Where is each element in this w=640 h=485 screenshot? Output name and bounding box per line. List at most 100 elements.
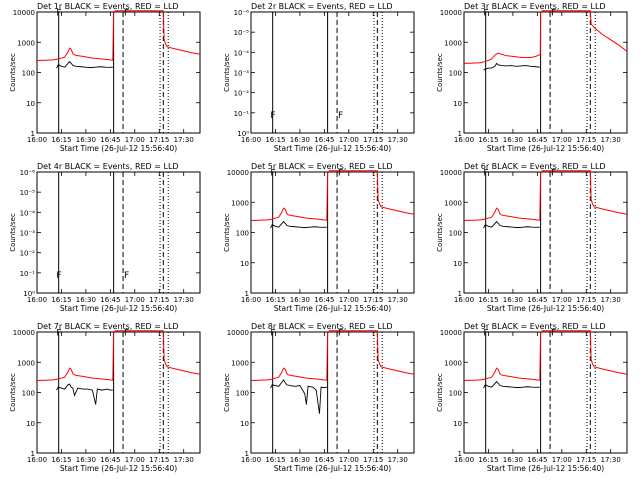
- y-tick-label: 10⁻³: [20, 230, 36, 238]
- marker-glyph: F: [551, 329, 556, 339]
- y-tick-label: 1000: [444, 359, 462, 367]
- plot-panel-1: Det 1r BLACK = Events, RED = LLD 1 10 100 10…: [9, 2, 201, 153]
- x-tick-label: 16:00: [27, 456, 47, 464]
- x-tick-label: 16:30: [503, 456, 523, 464]
- lld-series-line: [463, 330, 628, 381]
- plot-panel-3: Det 3r BLACK = Events, RED = LLD 1 10 100 10…: [436, 2, 628, 153]
- plot-frame: [463, 11, 628, 134]
- plot-title: Det 7r BLACK = Events, RED = LLD: [37, 322, 179, 331]
- x-tick-label: 16:45: [100, 456, 120, 464]
- x-axis-label: Start Time (26-Jul-12 15:56:40): [274, 304, 391, 313]
- plot-panel-2: Det 2r BLACK = Events, RED = LLD 10⁰ 10⁻¹ 1…: [223, 2, 415, 153]
- x-tick-label: 16:45: [100, 296, 120, 304]
- plot-frame: [36, 331, 201, 454]
- marker-glyph: F: [483, 9, 488, 19]
- y-axis-label: Counts/sec: [436, 213, 444, 252]
- x-tick-label: 17:30: [601, 296, 621, 304]
- lld-series-line: [36, 330, 201, 381]
- x-tick-label: 16:15: [478, 136, 498, 144]
- x-tick-label: 16:30: [290, 456, 310, 464]
- y-tick-label: 1000: [231, 359, 249, 367]
- y-tick-label: 10000: [440, 9, 462, 17]
- x-tick-label: 17:30: [601, 136, 621, 144]
- marker-glyph: F: [551, 9, 556, 19]
- x-tick-label: 17:30: [388, 456, 408, 464]
- x-tick-label: 16:45: [527, 296, 547, 304]
- marker-glyph: F: [483, 169, 488, 179]
- x-axis-label: Start Time (26-Jul-12 15:56:40): [487, 464, 604, 473]
- x-tick-label: 16:45: [527, 136, 547, 144]
- y-tick-label: 1: [245, 450, 249, 458]
- y-tick-label: 10000: [440, 169, 462, 177]
- y-tick-label: 10⁻⁶: [20, 169, 36, 177]
- y-tick-label: 10⁻⁵: [234, 29, 250, 37]
- y-tick-label: 1: [458, 290, 462, 298]
- x-tick-label: 16:30: [503, 136, 523, 144]
- x-tick-label: 16:30: [290, 296, 310, 304]
- plot-frame: [250, 171, 415, 294]
- x-axis-label: Start Time (26-Jul-12 15:56:40): [487, 304, 604, 313]
- y-tick-label: 1000: [17, 359, 35, 367]
- y-tick-label: 10000: [227, 329, 249, 337]
- plot-title: Det 3r BLACK = Events, RED = LLD: [464, 2, 606, 11]
- lld-series-line: [463, 170, 628, 221]
- y-axis-label: Counts/sec: [9, 213, 17, 252]
- y-tick-label: 1: [458, 130, 462, 138]
- marker-glyph: F: [551, 169, 556, 179]
- x-tick-label: 16:15: [51, 136, 71, 144]
- y-tick-label: 100: [22, 70, 35, 78]
- y-tick-label: 10⁻³: [234, 70, 250, 78]
- events-series-line: [270, 220, 327, 229]
- x-tick-label: 16:45: [314, 456, 334, 464]
- lld-series-line: [250, 170, 415, 221]
- x-tick-label: 17:15: [576, 456, 596, 464]
- x-tick-label: 17:00: [125, 136, 145, 144]
- y-axis-label: Counts/sec: [9, 53, 17, 92]
- x-tick-label: 17:15: [576, 136, 596, 144]
- y-tick-label: 1000: [444, 39, 462, 47]
- events-series-line: [483, 62, 540, 71]
- y-tick-label: 1: [245, 290, 249, 298]
- plot-frame: [463, 331, 628, 454]
- x-axis-label: Start Time (26-Jul-12 15:56:40): [487, 144, 604, 153]
- x-tick-label: 16:15: [51, 456, 71, 464]
- x-tick-label: 17:30: [174, 456, 194, 464]
- y-tick-label: 10⁻²: [234, 90, 250, 98]
- y-axis-label: Counts/sec: [223, 53, 231, 92]
- plot-panel-9: Det 9r BLACK = Events, RED = LLD 1 10 100 10…: [436, 322, 628, 473]
- y-tick-label: 10⁻⁶: [234, 9, 250, 17]
- x-tick-label: 17:15: [363, 296, 383, 304]
- y-tick-label: 10: [453, 260, 462, 268]
- marker-glyph: F: [56, 9, 61, 19]
- marker-glyph: F: [338, 169, 343, 179]
- x-tick-label: 17:00: [125, 296, 145, 304]
- y-tick-label: 1000: [231, 199, 249, 207]
- x-tick-label: 17:15: [576, 296, 596, 304]
- y-tick-label: 100: [236, 230, 249, 238]
- y-tick-label: 10⁻¹: [234, 110, 250, 118]
- y-tick-label: 100: [22, 390, 35, 398]
- marker-glyph: F: [56, 329, 61, 339]
- plot-title: Det 1r BLACK = Events, RED = LLD: [37, 2, 179, 11]
- lld-series-line: [250, 330, 415, 381]
- plot-panel-6: Det 6r BLACK = Events, RED = LLD 1 10 100 10…: [436, 162, 628, 313]
- x-tick-label: 16:00: [454, 136, 474, 144]
- y-tick-label: 10⁻⁴: [20, 209, 36, 217]
- marker-glyph: F: [270, 329, 275, 339]
- plot-frame: [463, 171, 628, 294]
- marker-glyph: F: [270, 169, 275, 179]
- x-tick-label: 16:45: [314, 136, 334, 144]
- x-tick-label: 17:00: [339, 456, 359, 464]
- y-tick-label: 10000: [13, 329, 35, 337]
- marker-glyph: F: [270, 111, 275, 121]
- x-tick-label: 16:45: [314, 296, 334, 304]
- y-axis-label: Counts/sec: [436, 53, 444, 92]
- plot-title: Det 4r BLACK = Events, RED = LLD: [37, 162, 179, 171]
- events-series-line: [56, 60, 113, 69]
- x-tick-label: 17:15: [149, 296, 169, 304]
- x-tick-label: 17:00: [552, 296, 572, 304]
- y-tick-label: 1: [458, 450, 462, 458]
- x-tick-label: 16:30: [503, 296, 523, 304]
- marker-glyph: F: [124, 329, 129, 339]
